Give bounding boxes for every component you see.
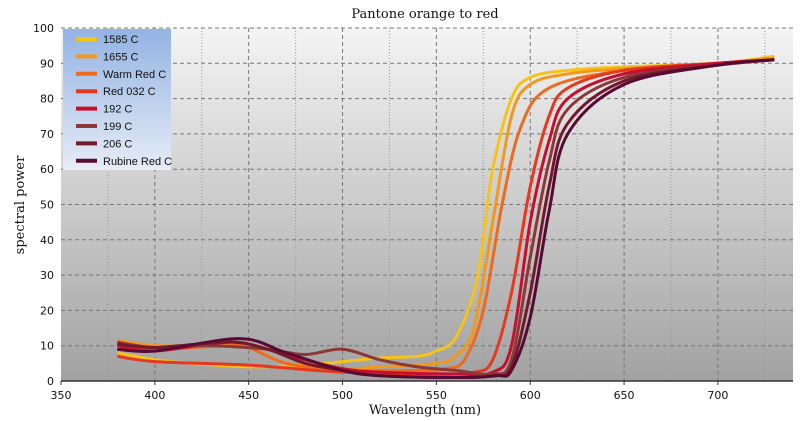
legend-label: 206 C — [103, 138, 132, 150]
y-tick-label: 100 — [33, 22, 54, 35]
y-tick-label: 30 — [40, 269, 54, 282]
y-tick-label: 0 — [47, 375, 54, 388]
legend-label: Rubine Red C — [103, 156, 172, 168]
legend-label: Warm Red C — [103, 69, 166, 81]
x-tick-label: 700 — [707, 389, 728, 402]
x-tick-label: 650 — [614, 389, 635, 402]
series-line-red-032-c — [117, 58, 775, 376]
y-tick-label: 40 — [40, 234, 54, 247]
legend-label: 1655 C — [103, 51, 139, 63]
legend-label: 192 C — [103, 104, 132, 116]
series-line-warm-red-c — [117, 58, 775, 373]
y-tick-label: 70 — [40, 128, 54, 141]
y-tick-label: 60 — [40, 163, 54, 176]
legend-label: Red 032 C — [103, 86, 156, 98]
legend-label: 1585 C — [103, 34, 139, 46]
x-tick-label: 500 — [332, 389, 353, 402]
y-tick-label: 20 — [40, 304, 54, 317]
x-tick-label: 450 — [238, 389, 259, 402]
x-tick-label: 600 — [520, 389, 541, 402]
series-line-rubine-red-c — [117, 58, 775, 379]
chart-title: Pantone orange to red — [351, 7, 498, 22]
x-axis-label: Wavelength (nm) — [369, 403, 481, 418]
x-tick-label: 550 — [426, 389, 447, 402]
series-line-1585-c — [117, 54, 775, 369]
y-tick-label: 80 — [40, 93, 54, 106]
x-tick-label: 400 — [144, 389, 165, 402]
legend-box — [63, 29, 171, 170]
y-tick-label: 90 — [40, 57, 54, 70]
y-tick-label: 50 — [40, 199, 54, 212]
legend-label: 199 C — [103, 121, 132, 133]
x-tick-label: 350 — [51, 389, 72, 402]
y-axis-label: spectral power — [13, 155, 28, 254]
legend: 1585 C 1655 C Warm Red C Red 032 C 192 C 199 … — [63, 29, 172, 170]
y-tick-label: 10 — [40, 340, 54, 353]
